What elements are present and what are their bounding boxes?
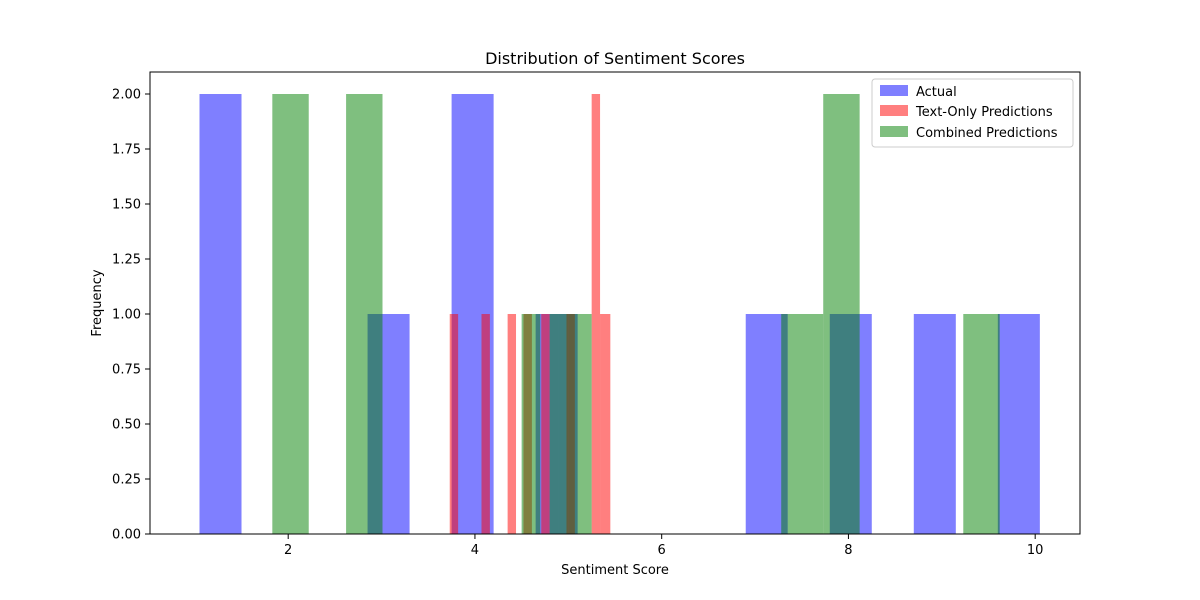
y-tick-label: 1.25 (112, 253, 141, 268)
bar-text-only (591, 94, 601, 534)
bar-text-only (507, 314, 517, 534)
bar-combined (530, 314, 541, 534)
plot-frame (149, 71, 1081, 535)
bar-combined (963, 314, 1000, 534)
legend: Actual Text-Only Predictions Combined Pr… (871, 78, 1074, 148)
bar-actual (199, 94, 242, 534)
bar-combined (787, 314, 824, 534)
x-tick-label: 6 (658, 543, 666, 558)
y-tick-label: 1.50 (112, 198, 141, 213)
legend-swatch-actual (880, 85, 908, 96)
bar-actual (745, 314, 788, 534)
bar-combined (558, 314, 569, 534)
bar-combined (521, 314, 531, 534)
bar-text-only (449, 314, 459, 534)
legend-swatch-text-only (880, 105, 908, 116)
y-tick-label: 0.75 (112, 363, 141, 378)
bar-actual (913, 314, 956, 534)
y-tick-label: 2.00 (112, 88, 141, 103)
bar-combined (346, 94, 383, 534)
y-tick-label: 0.00 (112, 528, 141, 543)
x-axis-label: Sentiment Score (561, 563, 669, 578)
y-tick-label: 1.00 (112, 308, 141, 323)
y-axis-label: Frequency (90, 269, 105, 336)
bar-text-only (600, 314, 611, 534)
x-tick-label: 10 (1027, 543, 1044, 558)
bar-combined (272, 94, 309, 534)
bars-layer (199, 94, 1040, 534)
y-tick-label: 1.75 (112, 143, 141, 158)
y-tick-label: 0.50 (112, 418, 141, 433)
legend-label-text-only: Text-Only Predictions (915, 105, 1053, 120)
legend-frame (871, 78, 1074, 148)
x-tick-label: 2 (284, 543, 292, 558)
bar-text-only (541, 314, 550, 534)
x-tick-label: 4 (471, 543, 479, 558)
y-tick-label: 0.25 (112, 473, 141, 488)
bar-combined (568, 314, 592, 534)
y-axis-ticks: 0.00 0.25 0.50 0.75 1.00 1.25 1.50 1.75 2.00 (112, 88, 150, 543)
bar-actual (997, 314, 1040, 534)
bar-combined (549, 314, 559, 534)
legend-label-combined: Combined Predictions (916, 126, 1058, 141)
x-axis-ticks: 2 4 6 8 10 (284, 534, 1043, 558)
x-tick-label: 8 (844, 543, 852, 558)
bar-text-only (481, 314, 490, 534)
bar-combined (781, 314, 788, 534)
bar-combined (823, 94, 860, 534)
chart-title: Distribution of Sentiment Scores (485, 49, 745, 68)
legend-swatch-combined (880, 126, 908, 137)
legend-label-actual: Actual (916, 85, 957, 100)
